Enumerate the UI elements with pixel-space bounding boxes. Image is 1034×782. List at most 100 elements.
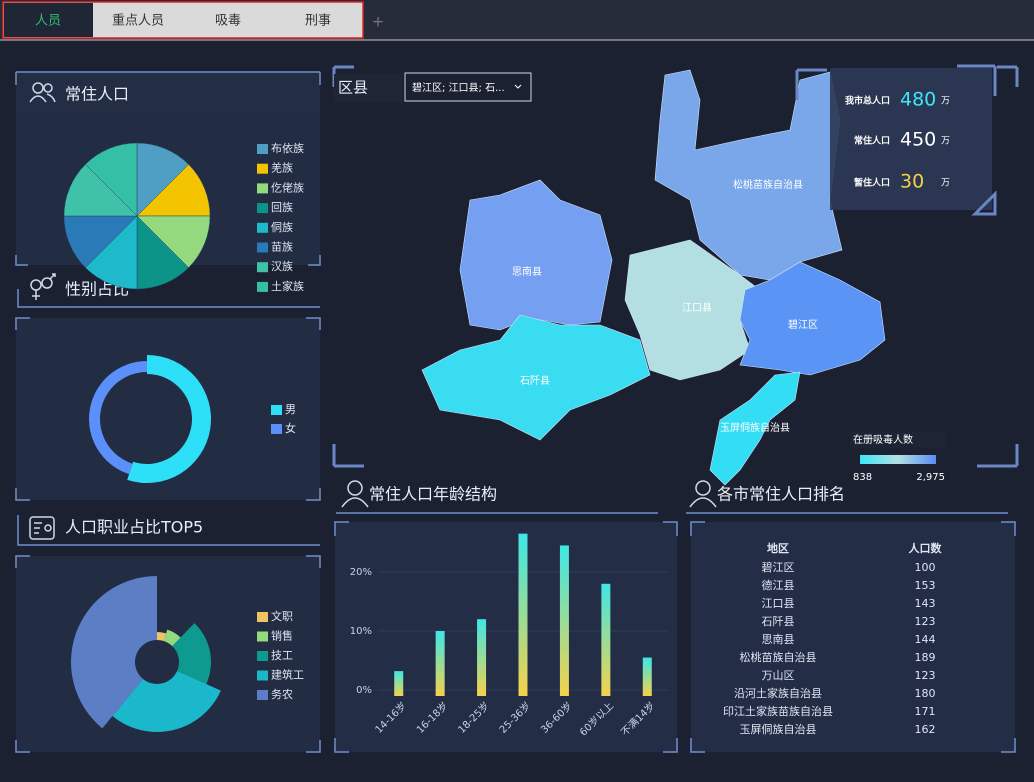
legend-swatch	[257, 144, 268, 154]
icon-person	[689, 480, 717, 508]
pie-slice	[136, 215, 211, 268]
legend-swatch	[257, 203, 268, 214]
table-cell: 江口县	[762, 597, 795, 610]
pie-slice	[136, 142, 189, 217]
panel-header	[16, 72, 320, 110]
legend-label: 销售	[271, 629, 293, 643]
table-cell: 印江土家族苗族自治县	[723, 704, 833, 718]
panel-frame	[17, 515, 320, 546]
legend-swatch	[257, 222, 268, 233]
bar	[394, 671, 404, 696]
table-header: 地区	[767, 541, 789, 555]
stat-value: 450	[900, 129, 936, 151]
y-tick-label: 0%	[356, 685, 372, 696]
legend-label: 文职	[271, 609, 293, 623]
bar	[518, 533, 528, 696]
legend-label: 回族	[271, 200, 293, 214]
map-region	[421, 314, 651, 441]
panel-title: 常住人口年龄结构	[369, 485, 497, 504]
pie-slice	[85, 215, 138, 290]
panel-title: 人口职业占比TOP5	[65, 518, 203, 537]
panel-frame	[334, 521, 678, 753]
legend-label: 女	[285, 421, 296, 435]
panel-frame	[690, 521, 1016, 753]
map-title: 区县	[338, 79, 368, 97]
icon-person	[341, 480, 369, 508]
donut-slice	[127, 355, 211, 483]
legend-label: 务农	[271, 687, 293, 701]
table-cell: 180	[915, 687, 936, 700]
legend-swatch	[257, 612, 268, 622]
donut-slice	[88, 361, 147, 475]
legend-bg	[850, 432, 946, 448]
rose-slice	[163, 629, 181, 647]
add-tab[interactable]: +	[372, 13, 385, 31]
table-cell: 思南县	[762, 633, 795, 646]
panel-title: 常住人口	[65, 85, 129, 104]
rose-slice	[70, 576, 157, 729]
legend-swatch	[257, 242, 268, 253]
legend-swatch	[257, 163, 268, 174]
table-cell: 153	[915, 579, 936, 592]
rose-slice	[172, 623, 211, 685]
tab[interactable]: 人员	[35, 14, 61, 29]
stats-frame	[795, 64, 997, 216]
table-cell: 123	[915, 615, 936, 628]
district-select-value: 碧江区; 江口县; 石...	[412, 82, 505, 94]
stat-label: 常住人口	[854, 135, 890, 147]
table-cell: 万山区	[762, 669, 795, 682]
legend-swatch	[257, 183, 268, 194]
table-cell: 100	[915, 561, 936, 574]
pie-slice	[63, 164, 138, 217]
table-cell: 162	[915, 723, 936, 736]
table-cell: 德江县	[762, 578, 795, 592]
panel	[691, 522, 1015, 752]
region-label: 江口县	[682, 302, 712, 314]
region-label: 石阡县	[520, 375, 550, 387]
region-label: 思南县	[512, 265, 542, 278]
select-arrow	[514, 84, 522, 89]
table-cell: 143	[915, 597, 936, 610]
legend-label: 男	[285, 403, 296, 416]
region-label: 松桃苗族自治县	[733, 178, 803, 191]
panel	[335, 522, 677, 752]
table-cell: 189	[915, 651, 936, 664]
table-cell: 123	[915, 669, 936, 682]
legend-swatch	[257, 690, 268, 700]
icon-people	[29, 82, 56, 103]
legend-swatch	[271, 405, 282, 415]
legend-max: 2,975	[916, 472, 945, 483]
legend-label: 羌族	[271, 161, 293, 175]
map-region	[709, 371, 801, 486]
pie-slice	[136, 164, 211, 217]
table-cell: 石阡县	[762, 615, 795, 628]
y-tick-label: 10%	[350, 626, 372, 637]
legend-label: 土家族	[271, 279, 304, 293]
legend-label: 布依族	[271, 141, 304, 155]
legend-title: 在册吸毒人数	[853, 433, 913, 446]
tab[interactable]: 刑事	[305, 14, 331, 29]
legend-label: 技工	[271, 649, 293, 662]
stat-label: 暂住人口	[854, 177, 890, 189]
table-cell: 144	[915, 633, 936, 646]
panel-frame	[15, 317, 321, 501]
panel-title: 各市常住人口排名	[717, 485, 845, 504]
icon-job	[29, 516, 55, 540]
stats-box	[830, 68, 992, 210]
bar	[435, 631, 445, 696]
legend-label: 苗族	[271, 240, 293, 254]
legend-swatch	[257, 670, 268, 681]
map-region	[739, 261, 886, 376]
district-select[interactable]	[404, 72, 532, 102]
map-region	[459, 179, 613, 331]
tab[interactable]: 重点人员	[112, 13, 164, 29]
panel-frame	[15, 71, 321, 266]
map-region	[624, 239, 761, 381]
region-label: 玉屏侗族自治县	[720, 421, 790, 434]
panel-frame	[17, 289, 320, 308]
tab-active-bg	[4, 3, 93, 37]
tab[interactable]: 吸毒	[215, 14, 241, 29]
pie-slice	[85, 142, 138, 217]
bar	[477, 619, 487, 696]
